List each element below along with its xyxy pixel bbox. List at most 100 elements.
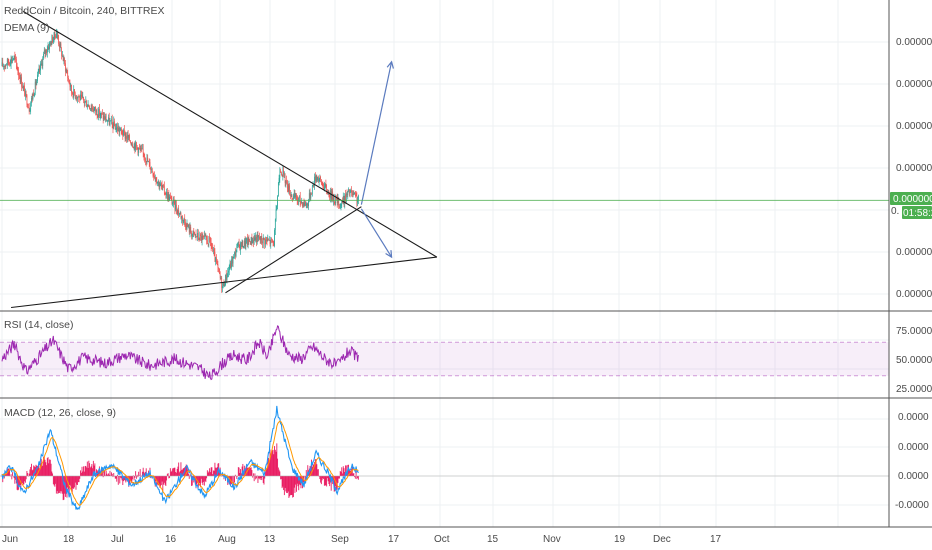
macd-hist-bar [292, 476, 294, 497]
candle-body [30, 103, 32, 110]
macd-hist-bar [218, 471, 220, 476]
macd-hist-bar [38, 461, 40, 476]
candle-body [304, 201, 306, 206]
macd-hist-bar [104, 470, 106, 476]
macd-hist-bar [249, 467, 251, 476]
candle-body [106, 120, 108, 122]
candle-body [7, 58, 9, 63]
macd-pane[interactable] [0, 405, 889, 510]
candle-body [322, 183, 324, 188]
macd-hist-bar [185, 464, 187, 476]
macd-hist-bar [14, 476, 16, 484]
candle-body [84, 101, 86, 104]
candle-body [24, 87, 25, 97]
time-label: Aug [218, 534, 236, 545]
candle-body [46, 49, 47, 53]
macd-hist-bar [291, 476, 293, 496]
candle-body [233, 254, 235, 257]
candle-body [98, 108, 99, 117]
candle-body [131, 144, 133, 146]
macd-hist-bar [2, 476, 4, 483]
candle-body [176, 210, 178, 214]
macd-hist-bar [105, 470, 107, 476]
candle-body [197, 233, 199, 239]
candle-body [348, 189, 349, 192]
candle-body [19, 76, 21, 83]
candle-body [259, 236, 260, 240]
candle-body [193, 230, 195, 233]
candle-body [203, 236, 204, 238]
price-pane[interactable] [0, 10, 889, 309]
candle-body [34, 81, 36, 94]
macd-hist-bar [40, 458, 42, 476]
macd-hist-bar [182, 468, 184, 476]
candle-body [38, 68, 40, 72]
rsi-pane[interactable] [0, 325, 889, 381]
candle-body [22, 86, 23, 88]
macd-hist-bar [169, 468, 171, 476]
macd-hist-bar [108, 474, 110, 476]
candle-body [56, 33, 57, 38]
candle-body [224, 285, 226, 287]
candle-body [96, 109, 97, 112]
candle-body [104, 116, 106, 120]
macd-hist-bar [255, 476, 257, 479]
candle-body [87, 104, 89, 107]
macd-hist-bar [272, 449, 274, 476]
candle-body [88, 104, 90, 107]
candle-body [227, 272, 229, 278]
macd-hist-bar [57, 476, 59, 494]
candle-body [157, 181, 159, 183]
candle-body [40, 63, 42, 65]
candle-body [108, 117, 109, 121]
rsi-title: RSI (14, close) [4, 319, 73, 331]
candle-body [244, 240, 245, 246]
candle-body [237, 243, 238, 247]
candle-body [102, 113, 103, 115]
candle-body [199, 234, 201, 241]
candle-body [283, 170, 284, 175]
macd-hist-bar [322, 476, 324, 479]
candle-body [171, 197, 173, 205]
candle-body [53, 31, 55, 40]
macd-hist-bar [271, 450, 273, 476]
candle-body [111, 119, 112, 121]
pane-separators [0, 0, 932, 528]
candle-body [288, 185, 290, 192]
time-axis[interactable]: Jun 18 Jul 16 Aug 13 Sep 17 Oct 15 Nov 1… [2, 534, 722, 545]
candle-body [147, 157, 149, 162]
candle-body [36, 80, 38, 86]
candle-body [105, 116, 106, 120]
macd-hist-bar [234, 474, 236, 476]
candle-body [14, 55, 16, 59]
candle-body [3, 66, 5, 67]
macd-hist-bar [12, 472, 14, 476]
macd-hist-bar [293, 476, 295, 488]
candle-body [196, 236, 198, 238]
macd-hist-bar [345, 465, 346, 476]
macd-hist-bar [253, 476, 255, 482]
candle-body [281, 172, 282, 176]
macd-hist-bar [324, 476, 326, 486]
candle-body [239, 245, 241, 251]
macd-hist-bar [231, 476, 233, 484]
candle-body [192, 230, 194, 235]
candle-body [99, 115, 101, 117]
price-axis[interactable]: 0.00000090 0.00000080 0.00000070 0.00000… [890, 37, 932, 300]
candle-body [292, 198, 294, 199]
macd-hist-bar [188, 473, 189, 476]
macd-hist-bar [278, 469, 280, 476]
macd-hist-bar [40, 463, 41, 476]
macd-hist-bar [56, 476, 58, 491]
macd-hist-bar [80, 470, 81, 476]
macd-hist-bar [327, 476, 329, 482]
macd-hist-bar [186, 465, 188, 476]
candle-body [50, 42, 52, 46]
candle-body [306, 203, 308, 205]
candle-body [216, 262, 218, 265]
candle-body [270, 238, 272, 244]
macd-hist-bar [11, 476, 13, 480]
candle-body [341, 201, 343, 205]
candle-body [356, 196, 358, 203]
